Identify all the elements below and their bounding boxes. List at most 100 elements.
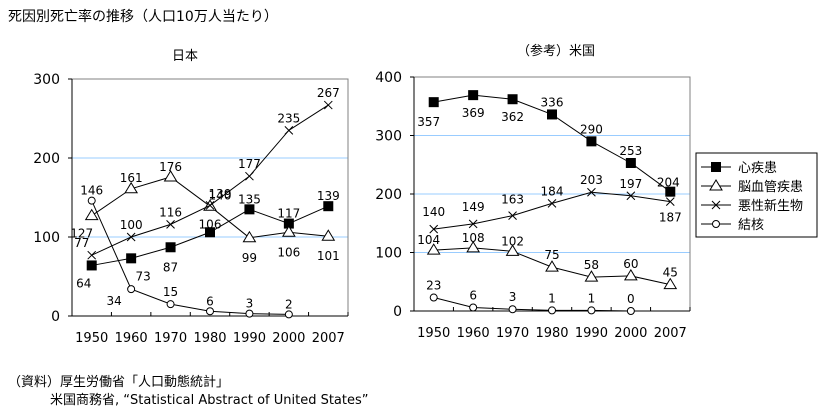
data-point bbox=[426, 243, 441, 255]
data-point bbox=[468, 90, 479, 101]
x-tick-label: 1990 bbox=[575, 326, 608, 341]
y-tick-label: 300 bbox=[33, 72, 60, 88]
data-label: 140 bbox=[209, 188, 232, 202]
data-point bbox=[547, 199, 557, 208]
data-point bbox=[665, 197, 675, 206]
data-label: 6 bbox=[469, 288, 477, 302]
data-label: 99 bbox=[242, 251, 257, 265]
data-label: 102 bbox=[501, 234, 524, 248]
data-point bbox=[166, 220, 175, 229]
data-point bbox=[86, 260, 97, 271]
series-line bbox=[91, 200, 289, 315]
data-label: 176 bbox=[159, 160, 182, 174]
legend-label: 結核 bbox=[738, 218, 764, 233]
data-label: 6 bbox=[206, 294, 214, 308]
data-label: 58 bbox=[584, 258, 599, 272]
data-label: 104 bbox=[417, 233, 440, 247]
y-tick-label: 100 bbox=[375, 246, 402, 262]
data-point bbox=[466, 240, 481, 253]
data-point bbox=[163, 169, 178, 182]
data-label: 149 bbox=[462, 200, 485, 214]
legend-marker-open-triangle bbox=[709, 179, 723, 191]
data-label: 0 bbox=[627, 292, 635, 306]
legend-marker-filled-square bbox=[711, 162, 721, 172]
data-point bbox=[205, 201, 215, 210]
data-point bbox=[429, 293, 438, 302]
data-label: 100 bbox=[120, 218, 143, 232]
data-label: 253 bbox=[619, 144, 642, 158]
data-label: 161 bbox=[120, 171, 143, 185]
main-title: 死因別死亡率の推移（人口10万人当たり） bbox=[8, 9, 278, 25]
data-label: 3 bbox=[509, 290, 517, 304]
data-label: 204 bbox=[657, 176, 680, 190]
data-label: 117 bbox=[277, 207, 300, 221]
data-point bbox=[205, 227, 215, 238]
data-label: 60 bbox=[623, 257, 638, 271]
data-point bbox=[242, 230, 257, 243]
y-tick-label: 200 bbox=[375, 187, 402, 203]
data-point bbox=[244, 204, 255, 215]
data-point bbox=[245, 309, 254, 318]
x-tick-label: 1950 bbox=[417, 326, 450, 341]
data-point bbox=[284, 310, 293, 319]
x-tick-label: 2007 bbox=[312, 331, 345, 346]
data-label: 139 bbox=[317, 189, 340, 203]
x-tick-label: 1950 bbox=[75, 331, 108, 346]
y-tick-label: 100 bbox=[33, 230, 60, 246]
data-point bbox=[323, 201, 334, 212]
data-point bbox=[626, 191, 636, 201]
data-label: 139 bbox=[209, 187, 232, 201]
x-tick-label: 2000 bbox=[272, 331, 305, 346]
data-point bbox=[245, 171, 254, 181]
data-point bbox=[321, 229, 336, 241]
chart-japan: 日本 0 100 200 300 1950 1960 1970 1980 1990 2000 2007… bbox=[33, 49, 349, 346]
legend-entry: 結核 bbox=[701, 218, 764, 233]
data-label: 15 bbox=[163, 285, 178, 299]
legend-entry: 脳血管疾患 bbox=[701, 179, 803, 195]
data-label: 235 bbox=[277, 111, 300, 125]
series-filled-square: 64 73 87 106 135 117 139 bbox=[76, 189, 340, 290]
data-point bbox=[626, 307, 635, 315]
data-point bbox=[87, 250, 97, 260]
data-point bbox=[468, 219, 478, 229]
x-tick-label: 1960 bbox=[457, 326, 490, 341]
data-label: 203 bbox=[580, 173, 603, 187]
data-label: 3 bbox=[246, 297, 254, 311]
data-label: 106 bbox=[277, 245, 300, 259]
data-label: 23 bbox=[426, 279, 441, 293]
x-tick-label: 2000 bbox=[614, 326, 647, 341]
x-tick-label: 1990 bbox=[233, 331, 266, 346]
data-point bbox=[623, 268, 638, 281]
data-label: 369 bbox=[462, 106, 485, 120]
source-note-line1: （資料）厚生労働省「人口動態統計」 bbox=[8, 375, 230, 390]
series-open-circle: 23 6 3 1 1 0 bbox=[426, 279, 635, 315]
data-point bbox=[507, 94, 518, 105]
y-tick-label: 200 bbox=[33, 151, 60, 167]
chart-title: （参考）米国 bbox=[517, 43, 595, 59]
x-tick-label: 1970 bbox=[496, 326, 529, 341]
data-point bbox=[127, 285, 136, 294]
data-label: 116 bbox=[159, 205, 182, 219]
x-tick-label: 2007 bbox=[654, 326, 687, 341]
data-label: 108 bbox=[462, 231, 485, 245]
legend-entry: 心疾患 bbox=[701, 161, 777, 176]
series-open-triangle: 104 108 102 75 58 60 45 bbox=[417, 231, 678, 290]
data-point bbox=[625, 157, 636, 168]
data-point bbox=[665, 186, 676, 197]
data-point bbox=[284, 125, 294, 135]
data-point bbox=[165, 242, 176, 253]
data-label: 357 bbox=[417, 115, 440, 129]
data-label: 187 bbox=[659, 211, 682, 225]
data-point bbox=[505, 244, 520, 256]
data-label: 140 bbox=[422, 205, 445, 219]
data-label: 77 bbox=[74, 236, 89, 250]
data-label: 75 bbox=[544, 248, 559, 262]
data-point bbox=[587, 187, 596, 197]
data-label: 146 bbox=[80, 184, 103, 198]
data-point bbox=[126, 232, 136, 242]
data-point bbox=[126, 253, 137, 264]
series-filled-square: 357 369 362 336 290 253 204 bbox=[417, 90, 680, 197]
